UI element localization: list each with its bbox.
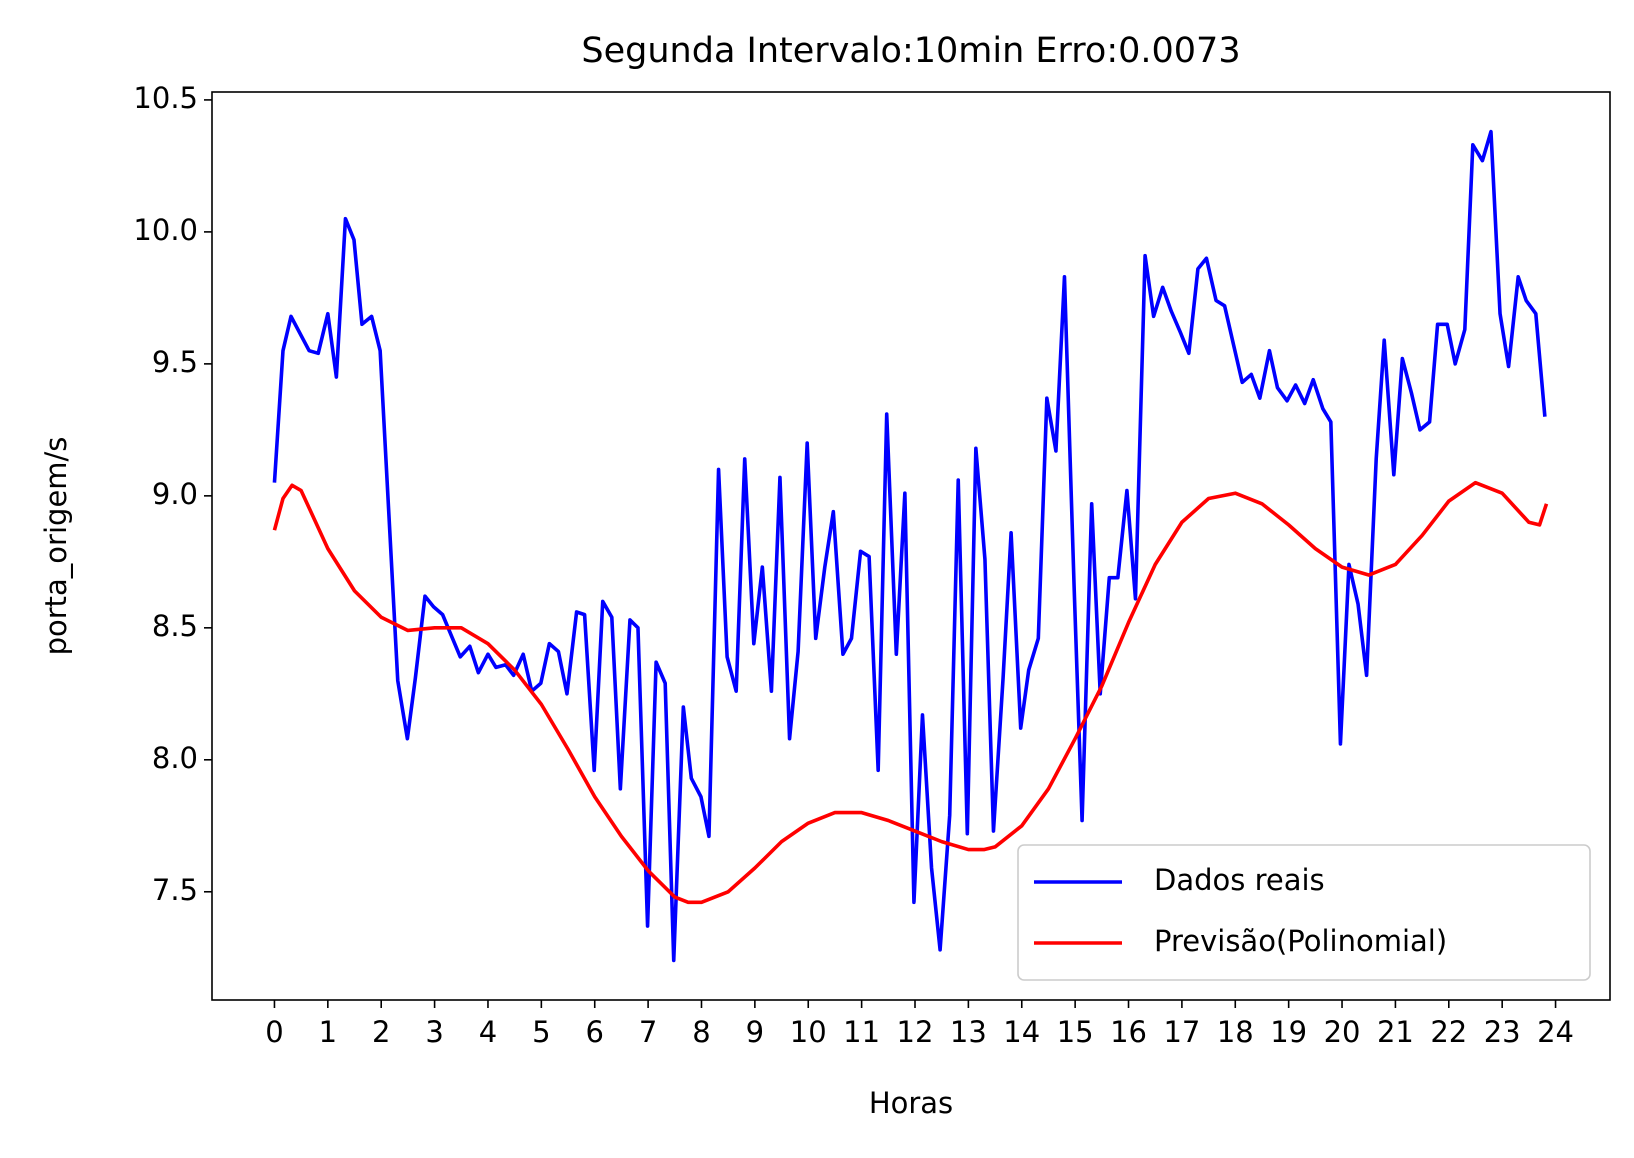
y-axis-label: porta_origem/s <box>39 437 73 656</box>
x-tick-label: 16 <box>1110 1015 1147 1049</box>
x-tick-label: 15 <box>1057 1015 1094 1049</box>
x-tick-label: 8 <box>692 1015 710 1049</box>
x-axis-label: Horas <box>869 1086 953 1120</box>
y-tick-label: 7.5 <box>152 873 198 907</box>
y-tick-label: 9.5 <box>152 345 198 379</box>
x-tick-label: 12 <box>897 1015 934 1049</box>
x-tick-label: 11 <box>843 1015 880 1049</box>
legend: Dados reais Previsão(Polinomial) <box>1017 844 1591 981</box>
x-tick-label: 2 <box>372 1015 390 1049</box>
x-tick-label: 0 <box>265 1015 283 1049</box>
x-tick-label: 3 <box>425 1015 443 1049</box>
x-tick-label: 5 <box>532 1015 550 1049</box>
legend-label: Dados reais <box>1154 863 1325 897</box>
legend-box <box>1017 844 1591 981</box>
y-tick-label: 10.0 <box>133 213 198 247</box>
x-tick-label: 4 <box>479 1015 497 1049</box>
x-tick-label: 19 <box>1270 1015 1307 1049</box>
data-line <box>272 480 1549 905</box>
x-tick-label: 23 <box>1484 1015 1521 1049</box>
x-tick-label: 10 <box>790 1015 827 1049</box>
chart-title: Segunda Intervalo:10min Erro:0.0073 <box>581 31 1240 71</box>
x-tick-label: 22 <box>1430 1015 1467 1049</box>
x-tick-label: 20 <box>1324 1015 1361 1049</box>
x-tick-label: 18 <box>1217 1015 1254 1049</box>
x-tick-label: 13 <box>950 1015 987 1049</box>
data-line <box>272 129 1547 963</box>
x-tick-label: 6 <box>586 1015 604 1049</box>
legend-label: Previsão(Polinomial) <box>1154 924 1447 958</box>
x-tick-label: 21 <box>1377 1015 1414 1049</box>
y-tick-label: 10.5 <box>133 81 198 115</box>
y-tick-label: 9.0 <box>152 477 198 511</box>
x-tick-label: 7 <box>639 1015 657 1049</box>
x-tick-label: 17 <box>1163 1015 1200 1049</box>
y-tick-label: 8.5 <box>152 609 198 643</box>
x-tick-label: 14 <box>1003 1015 1040 1049</box>
x-tick-label: 24 <box>1537 1015 1574 1049</box>
x-tick-label: 1 <box>319 1015 337 1049</box>
y-tick-label: 8.0 <box>152 741 198 775</box>
plot-frame <box>211 91 1611 1001</box>
x-tick-label: 9 <box>746 1015 764 1049</box>
